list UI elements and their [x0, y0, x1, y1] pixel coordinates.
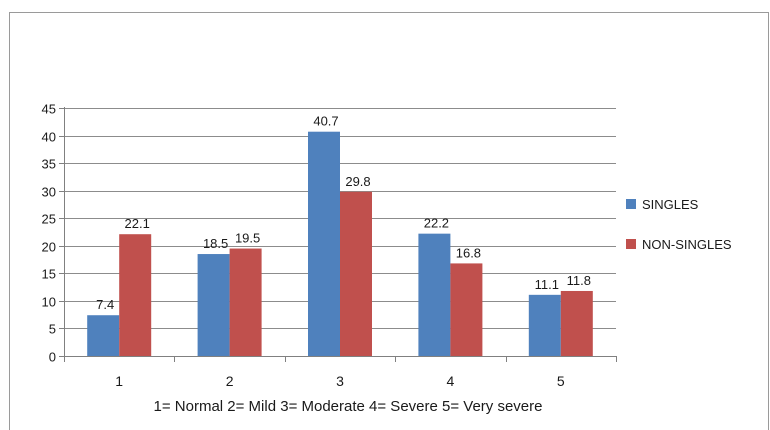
bar-singles-5	[528, 294, 561, 356]
y-tick-label: 30	[42, 185, 56, 200]
y-tick-labels: 0 5 10 15 20 25 30 35 40 45	[42, 102, 56, 365]
x-tick-label: 2	[226, 373, 234, 389]
bar-singles-1	[87, 315, 120, 356]
x-tick-labels: 1 2 3 4 5	[115, 373, 565, 389]
y-tick-label: 20	[42, 240, 56, 255]
x-tick-label: 4	[447, 373, 455, 389]
bar-non-singles-5	[560, 290, 593, 356]
data-label: 22.1	[125, 216, 150, 231]
axes	[64, 107, 616, 357]
y-tick-label: 0	[49, 350, 56, 365]
data-label: 16.8	[456, 245, 481, 260]
x-tick-label: 5	[557, 373, 565, 389]
data-label: 7.4	[96, 297, 114, 312]
legend-label: SINGLES	[642, 197, 699, 212]
data-label: 40.7	[313, 114, 338, 129]
x-tick-label: 3	[336, 373, 344, 389]
data-label: 11.8	[567, 273, 591, 288]
x-axis-caption: 1= Normal 2= Mild 3= Moderate 4= Severe …	[154, 398, 543, 415]
x-tick-label: 1	[115, 373, 123, 389]
bar-non-singles-1	[119, 234, 152, 356]
data-label: 29.8	[345, 174, 370, 189]
legend: SINGLES NON-SINGLES	[626, 197, 732, 252]
y-tick-label: 35	[42, 157, 56, 172]
y-tick-label: 45	[42, 102, 56, 117]
y-tick-label: 5	[49, 322, 56, 337]
bars	[87, 131, 593, 356]
y-tick-label: 15	[42, 267, 56, 282]
bar-non-singles-3	[340, 191, 372, 356]
data-label: 18.5	[203, 236, 228, 251]
y-tick-label: 10	[42, 295, 56, 310]
legend-swatch	[626, 199, 636, 209]
data-label: 11.1	[535, 277, 559, 292]
y-tick-label: 40	[42, 130, 56, 145]
legend-label: NON-SINGLES	[642, 237, 732, 252]
y-tick-label: 25	[42, 212, 56, 227]
chart-frame	[9, 12, 769, 430]
bar-singles-4	[418, 233, 451, 356]
legend-swatch	[626, 239, 636, 249]
data-labels: 7.4 22.1 18.5 19.5 40.7 29.8 22.2 16.8 11.1 11.8	[96, 114, 591, 313]
bar-non-singles-2	[229, 248, 262, 356]
bar-singles-2	[197, 254, 230, 356]
bar-non-singles-4	[450, 263, 483, 356]
data-label: 22.2	[424, 216, 449, 231]
data-label: 19.5	[235, 231, 260, 246]
bar-singles-3	[308, 131, 340, 356]
